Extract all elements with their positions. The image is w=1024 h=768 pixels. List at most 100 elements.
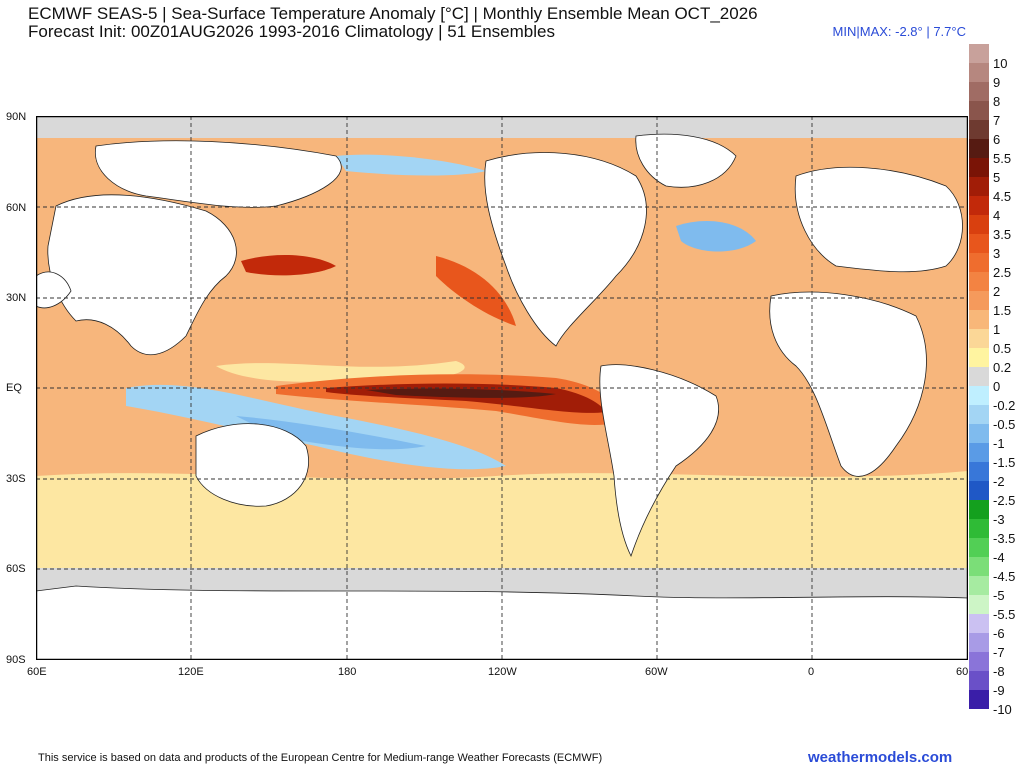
lat-label-90s: 90S <box>6 654 26 666</box>
colorbar-level-label: 9 <box>993 75 1001 90</box>
colorbar-level-label: 6 <box>993 132 1001 147</box>
colorbar-level-label: 10 <box>993 56 1008 71</box>
colorbar-level-label: -4.5 <box>993 569 1016 584</box>
colorbar-swatch <box>969 386 989 405</box>
colorbar-swatch <box>969 272 989 291</box>
lon-label-180: 180 <box>338 666 357 678</box>
colorbar-level-label: 1.5 <box>993 303 1012 318</box>
colorbar-level-label: -6 <box>993 626 1005 641</box>
map-subtitle: Forecast Init: 00Z01AUG2026 1993-2016 Cl… <box>28 22 555 41</box>
lon-label-120w: 120W <box>488 666 517 678</box>
colorbar-level-label: 3.5 <box>993 227 1012 242</box>
sst-anomaly-map <box>36 116 968 660</box>
colorbar-level-label: 5 <box>993 170 1001 185</box>
lon-label-60e: 60E <box>27 666 47 678</box>
colorbar-swatch <box>969 120 989 139</box>
colorbar-level-label: -4 <box>993 550 1005 565</box>
colorbar-swatch <box>969 63 989 82</box>
map-border <box>36 116 968 660</box>
colorbar-level-label: -1 <box>993 436 1005 451</box>
north-atlantic-cool-spot <box>676 221 756 252</box>
colorbar-level-label: 4 <box>993 208 1001 223</box>
lon-label-120e: 120E <box>178 666 204 678</box>
colorbar-level-label: -3.5 <box>993 531 1016 546</box>
colorbar-level-label: -1.5 <box>993 455 1016 470</box>
colorbar-swatch <box>969 462 989 481</box>
lat-label-30s: 30S <box>6 473 26 485</box>
lat-label-eq: EQ <box>6 382 22 394</box>
colorbar-level-label: -7 <box>993 645 1005 660</box>
colorbar-swatch <box>969 215 989 234</box>
africa-landmass <box>769 291 927 477</box>
colorbar-swatch <box>969 576 989 595</box>
colorbar-level-label: -5 <box>993 588 1005 603</box>
colorbar-swatch <box>969 367 989 386</box>
bering-cool-anomaly <box>336 154 486 176</box>
map-title: ECMWF SEAS-5 | Sea-Surface Temperature A… <box>28 4 758 23</box>
colorbar-swatch <box>969 671 989 690</box>
colorbar-level-label: -9 <box>993 683 1005 698</box>
brand-link[interactable]: weathermodels.com <box>808 749 953 766</box>
colorbar-level-label: 2 <box>993 284 1001 299</box>
colorbar-swatch <box>969 481 989 500</box>
greenland-landmass <box>635 133 737 188</box>
colorbar-swatch <box>969 234 989 253</box>
colorbar-level-label: -0.5 <box>993 417 1016 432</box>
colorbar-level-label: 7 <box>993 113 1001 128</box>
australia-landmass <box>195 423 309 507</box>
colorbar-level-label: -3 <box>993 512 1005 527</box>
colorbar-level-label: 8 <box>993 94 1001 109</box>
colorbar-swatch <box>969 44 989 63</box>
colorbar-swatch <box>969 177 989 196</box>
ne-pacific-warm-anomaly <box>436 256 516 326</box>
colorbar-swatch <box>969 82 989 101</box>
colorbar-swatch <box>969 158 989 177</box>
asia-landmass <box>47 194 237 355</box>
colorbar-swatch <box>969 101 989 120</box>
colorbar-level-label: -10 <box>993 702 1012 717</box>
colorbar-swatch <box>969 614 989 633</box>
colorbar-swatch <box>969 329 989 348</box>
europe-landmass <box>794 166 963 273</box>
colorbar-swatch <box>969 690 989 709</box>
colorbar-swatch <box>969 557 989 576</box>
lon-label-60w: 60W <box>645 666 668 678</box>
colorbar <box>969 44 989 709</box>
india-landmass <box>36 271 72 309</box>
colorbar-level-label: 2.5 <box>993 265 1012 280</box>
min-max-readout: MIN|MAX: -2.8° | 7.7°C <box>832 24 966 39</box>
colorbar-swatch <box>969 291 989 310</box>
sw-pacific-cool-core <box>236 416 426 450</box>
north-america-landmass <box>484 152 647 347</box>
colorbar-swatch <box>969 348 989 367</box>
colorbar-swatch <box>969 595 989 614</box>
colorbar-swatch <box>969 633 989 652</box>
lat-label-30n: 30N <box>6 292 27 304</box>
lat-label-60n: 60N <box>6 202 27 214</box>
colorbar-swatch <box>969 253 989 272</box>
colorbar-level-label: 0.5 <box>993 341 1012 356</box>
colorbar-swatch <box>969 196 989 215</box>
colorbar-swatch <box>969 519 989 538</box>
colorbar-level-label: -2 <box>993 474 1005 489</box>
enso-extreme-core <box>366 388 556 398</box>
lat-label-60s: 60S <box>6 563 26 575</box>
colorbar-level-label: 4.5 <box>993 189 1012 204</box>
colorbar-level-label: -2.5 <box>993 493 1016 508</box>
map-canvas <box>36 116 968 660</box>
colorbar-level-label: 0.2 <box>993 360 1012 375</box>
ecmwf-credit: This service is based on data and produc… <box>38 752 603 764</box>
colorbar-level-label: -0.2 <box>993 398 1016 413</box>
siberia-landmass <box>94 140 342 208</box>
colorbar-level-label: 5.5 <box>993 151 1012 166</box>
lon-label-0: 0 <box>808 666 815 678</box>
colorbar-swatch <box>969 405 989 424</box>
colorbar-level-label: 1 <box>993 322 1001 337</box>
colorbar-swatch <box>969 139 989 158</box>
colorbar-level-label: 0 <box>993 379 1001 394</box>
south-america-landmass <box>599 364 719 558</box>
colorbar-swatch <box>969 500 989 519</box>
colorbar-swatch <box>969 424 989 443</box>
colorbar-swatch <box>969 310 989 329</box>
colorbar-swatch <box>969 443 989 462</box>
